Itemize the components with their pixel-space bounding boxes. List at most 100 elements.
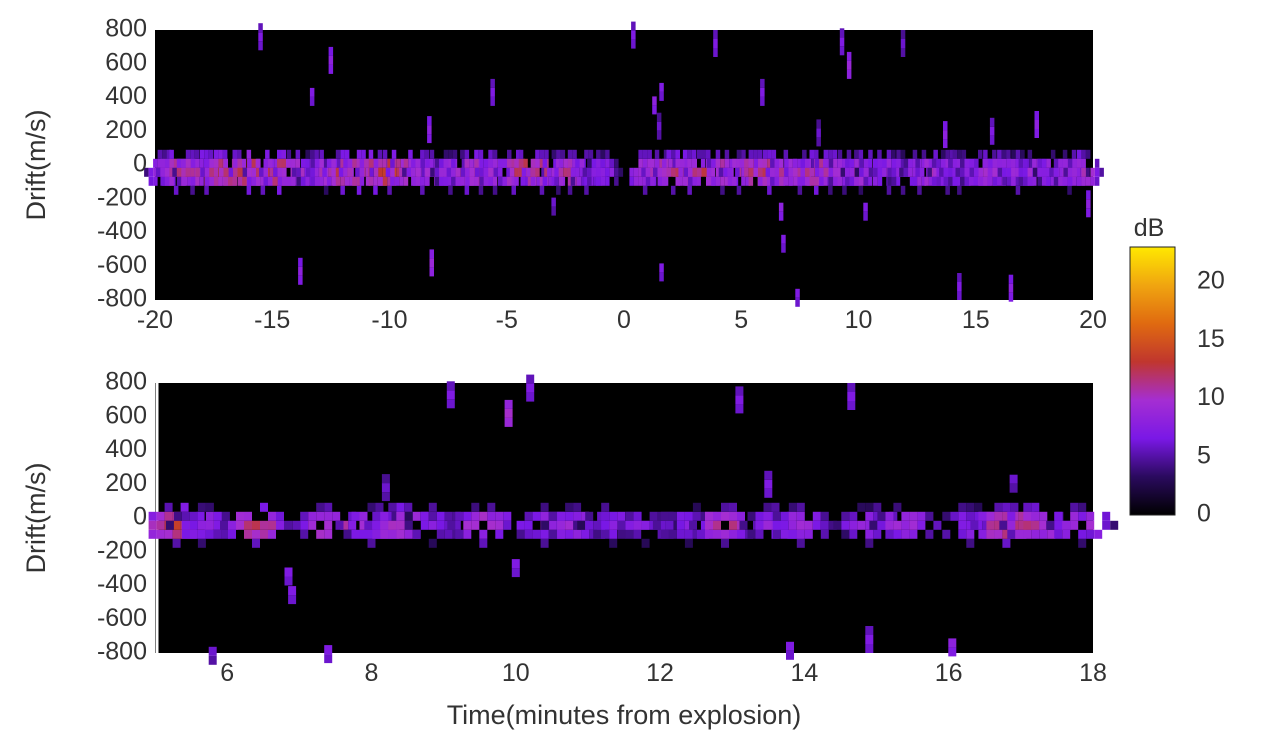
heatmap-outlier-cell [816,137,821,147]
heatmap-cell [408,149,413,159]
y-tick-label: 200 [105,116,147,144]
heatmap-cell [347,167,353,177]
heatmap-cell [1050,149,1056,159]
heatmap-cell [1090,167,1095,177]
heatmap-cell [585,520,594,530]
heatmap-cell [487,511,496,521]
heatmap-outlier-cell [659,263,664,273]
heatmap-cell [1086,511,1095,521]
x-tick-label: 0 [617,306,631,334]
heatmap-cell [845,176,850,186]
heatmap-cell [488,167,493,177]
heatmap-cell [896,167,901,177]
heatmap-cell [1081,149,1086,159]
heatmap-cell [194,176,200,186]
heatmap-cell [721,529,729,539]
heatmap-cell [1067,167,1073,177]
heatmap-cell [209,176,214,186]
heatmap-cell [148,511,157,521]
heatmap-cell [199,176,204,186]
heatmap-cell [540,502,549,512]
heatmap-cell [551,149,557,159]
heatmap-cell [516,520,525,530]
heatmap-cell [396,502,405,512]
heatmap-cell [156,511,165,521]
heatmap-cell [300,529,309,539]
heatmap-cell [420,149,425,159]
heatmap-cell [1058,158,1063,168]
heatmap-outlier-cell [490,87,495,97]
heatmap-cell [945,158,950,168]
heatmap-cell [542,158,548,168]
heatmap-cell [281,149,286,159]
heatmap-cell [542,176,548,186]
heatmap-cell [447,520,456,530]
heatmap-cell [343,167,348,177]
heatmap-cell [268,529,276,539]
heatmap-cell [488,149,493,159]
heatmap-cell [189,520,198,530]
heatmap-cell [877,176,883,186]
heatmap-cell [724,149,730,159]
heatmap-cell [244,520,252,530]
heatmap-cell [190,176,196,186]
heatmap-cell [724,176,730,186]
heatmap-cell [771,149,777,159]
heatmap-cell [964,167,969,177]
heatmap-cell [483,158,489,168]
heatmap-cell [527,176,533,186]
heatmap-cell [221,511,230,521]
heatmap-cell [190,185,195,195]
heatmap-cell [400,158,406,168]
heatmap-cell [800,176,805,186]
heatmap-cell [943,167,949,177]
heatmap-cell [882,167,887,177]
heatmap-cell [394,176,400,186]
heatmap-cell [762,167,768,177]
heatmap-cell [436,520,445,530]
heatmap-cell [1099,167,1104,177]
heatmap-cell [865,520,874,530]
heatmap-cell [420,185,425,195]
heatmap-outlier-cell [781,243,786,253]
heatmap-cell [172,538,181,548]
heatmap-cell [828,176,834,186]
heatmap-cell [1031,520,1040,530]
heatmap-cell [252,529,260,539]
heatmap-cell [523,158,528,168]
heatmap-cell [1015,185,1021,195]
heatmap-cell [748,176,754,186]
heatmap-cell [832,158,838,168]
heatmap-cell [387,158,392,168]
heatmap-cell [1023,529,1032,539]
heatmap-cell [758,176,763,186]
colorbar-tick-label: 10 [1197,383,1225,411]
heatmap-cell [558,167,564,177]
heatmap-cell [755,520,764,530]
heatmap-cell [877,158,883,168]
heatmap-cell [469,176,475,186]
heatmap-cell [173,158,179,168]
heatmap-outlier-cell [948,638,957,648]
heatmap-cell [909,520,918,530]
heatmap-cell [160,176,165,186]
heatmap-cell [715,176,721,186]
heatmap-cell [1062,529,1071,539]
heatmap-cell [539,176,545,186]
heatmap-cell [273,167,278,177]
heatmap-outlier-cell [735,386,744,396]
heatmap-cell [205,502,214,512]
heatmap-cell [455,511,464,521]
heatmap-cell [335,149,341,159]
heatmap-cell [209,167,214,177]
heatmap-cell [992,149,997,159]
heatmap-cell [921,158,927,168]
heatmap-cell [684,511,693,521]
heatmap-cell [380,520,389,530]
heatmap-outlier-cell [863,202,868,212]
heatmap-outlier-cell [760,96,765,106]
heatmap-cell [1015,176,1020,186]
heatmap-cell [952,158,958,168]
heatmap-cell [633,520,642,530]
heatmap-cell [819,167,824,177]
